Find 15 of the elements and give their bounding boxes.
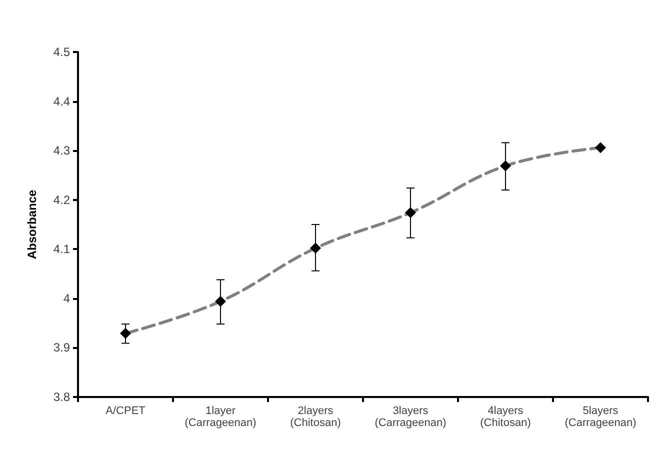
x-tick-label: A/CPET bbox=[106, 405, 146, 417]
x-tick-label: 1layer (Carrageenan) bbox=[184, 405, 256, 429]
y-tick-label: 3.8 bbox=[53, 390, 70, 404]
y-tick-label: 4.3 bbox=[53, 144, 70, 158]
x-tick-label: 3layers (Carrageenan) bbox=[374, 405, 446, 429]
x-tick-label: 4layers (Chitosan) bbox=[480, 405, 531, 429]
x-tick-label: 2layers (Chitosan) bbox=[290, 405, 341, 429]
y-tick-label: 4 bbox=[63, 291, 70, 306]
y-tick-label: 4.2 bbox=[53, 192, 70, 207]
y-tick-label: 4.4 bbox=[53, 94, 70, 108]
y-tick-label: 3.9 bbox=[53, 340, 70, 355]
y-tick-label: 4.5 bbox=[53, 45, 70, 59]
y-axis-title: Absorbance bbox=[25, 190, 39, 260]
y-tick-label: 4.1 bbox=[53, 242, 70, 256]
x-tick-label: 5layers (Carrageenan) bbox=[564, 405, 636, 429]
